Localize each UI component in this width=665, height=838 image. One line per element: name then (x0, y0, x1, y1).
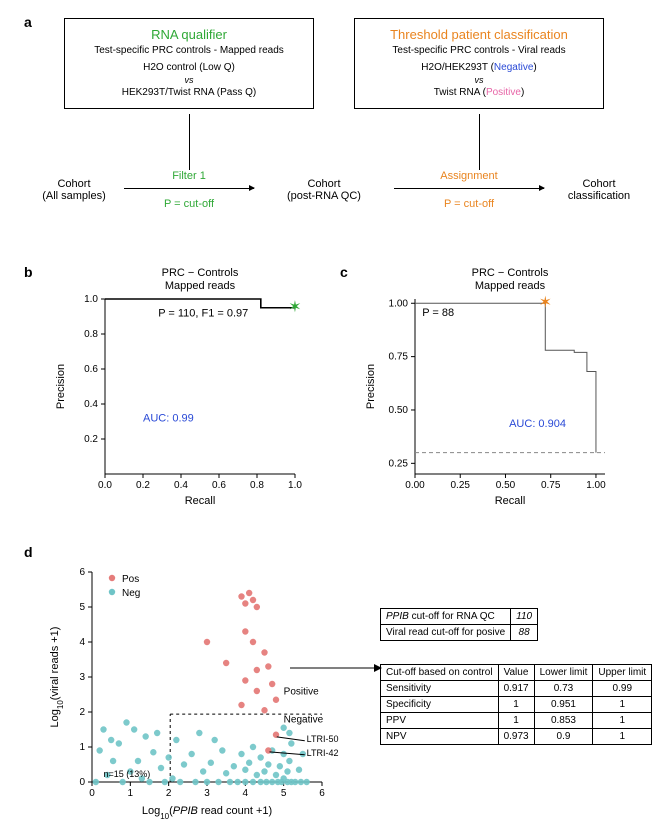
scatter-chart: 0 1 2 3 4 5 6 0 1 2 3 4 5 6 Log10(PPIB read count +1) L… (44, 560, 344, 828)
svg-text:0.0: 0.0 (98, 480, 112, 491)
svg-text:0.6: 0.6 (84, 364, 98, 375)
svg-text:✶: ✶ (539, 294, 552, 311)
flow-node-1: Cohort (All samples) (34, 178, 114, 202)
svg-text:3: 3 (204, 788, 210, 799)
panel-label-c: c (340, 264, 348, 280)
svg-text:Recall: Recall (185, 495, 216, 507)
metrics-table: Cut-off based on controlValueLower limit… (380, 664, 652, 745)
svg-text:0.25: 0.25 (451, 480, 471, 491)
arrow1-bot: P = cut-off (124, 198, 254, 210)
svg-text:0.75: 0.75 (389, 352, 409, 363)
svg-text:1.00: 1.00 (586, 480, 606, 491)
svg-text:Recall: Recall (495, 495, 526, 507)
svg-text:PRC − Controls: PRC − Controls (472, 267, 549, 279)
svg-text:1: 1 (128, 788, 134, 799)
box1-line2: HEK293T/Twist RNA (Pass Q) (75, 87, 303, 98)
box-rna-qualifier: RNA qualifier Test-specific PRC controls… (64, 18, 314, 109)
svg-text:LTRI-50: LTRI-50 (307, 734, 339, 744)
svg-text:1.0: 1.0 (84, 294, 98, 305)
cutoff-table: PPIB cut-off for RNA QC110Viral read cut… (380, 608, 538, 641)
connector-left (189, 114, 190, 170)
negative-word: Negative (494, 62, 533, 73)
svg-text:Positive: Positive (284, 687, 319, 698)
svg-text:2: 2 (166, 788, 172, 799)
svg-text:Negative: Negative (284, 715, 324, 726)
svg-text:Mapped reads: Mapped reads (165, 280, 236, 292)
svg-text:5: 5 (79, 602, 85, 613)
svg-text:Precision: Precision (365, 364, 377, 409)
svg-text:PRC − Controls: PRC − Controls (162, 267, 239, 279)
svg-text:0.2: 0.2 (84, 434, 98, 445)
svg-text:0.8: 0.8 (84, 329, 98, 340)
panel-label-b: b (24, 264, 33, 280)
arrow2-bot: P = cut-off (394, 198, 544, 210)
box2-line2: Twist RNA (Positive) (365, 87, 593, 98)
connector-arrow-icon (290, 660, 385, 680)
svg-text:3: 3 (79, 672, 85, 683)
svg-text:P = 88: P = 88 (422, 307, 454, 319)
svg-text:1: 1 (79, 742, 85, 753)
prc-chart-b: PRC − ControlsMapped reads 0.0 0.2 0.4 0.6 0.… (50, 264, 320, 524)
svg-text:P = 110, F1 = 0.97: P = 110, F1 = 0.97 (158, 308, 248, 320)
flow-row: Cohort (All samples) Filter 1 P = cut-of… (44, 178, 624, 228)
svg-text:0.8: 0.8 (250, 480, 264, 491)
svg-text:2: 2 (79, 707, 85, 718)
box2-vs: vs (365, 75, 593, 85)
box1-title: RNA qualifier (75, 27, 303, 42)
svg-text:0.6: 0.6 (212, 480, 226, 491)
svg-text:Log10(PPIB read count +1): Log10(PPIB read count +1) (142, 805, 272, 821)
arrow2-top: Assignment (394, 170, 544, 182)
box2-title: Threshold patient classification (365, 27, 593, 42)
svg-text:AUC: 0.904: AUC: 0.904 (509, 418, 566, 430)
flow-arrow-2 (394, 188, 544, 189)
panel-label-d: d (24, 544, 33, 560)
box1-subtitle: Test-specific PRC controls - Mapped read… (75, 45, 303, 56)
svg-text:0.50: 0.50 (389, 405, 409, 416)
svg-text:✶: ✶ (288, 299, 301, 316)
svg-text:AUC: 0.99: AUC: 0.99 (143, 413, 194, 425)
svg-text:6: 6 (79, 567, 85, 578)
svg-text:Mapped reads: Mapped reads (475, 280, 546, 292)
svg-text:1.0: 1.0 (288, 480, 302, 491)
svg-text:0.00: 0.00 (405, 480, 425, 491)
svg-text:Log10(viral reads +1): Log10(viral reads +1) (49, 627, 65, 728)
box1-line1: H2O control (Low Q) (75, 62, 303, 73)
connector-right (479, 114, 480, 170)
arrow1-top: Filter 1 (124, 170, 254, 182)
positive-word: Positive (486, 87, 521, 98)
svg-text:0.25: 0.25 (389, 458, 409, 469)
svg-text:0: 0 (79, 777, 85, 788)
box2-line1: H2O/HEK293T (Negative) (365, 62, 593, 73)
svg-text:Neg: Neg (122, 588, 140, 599)
flow-node-3: Cohort classification (554, 178, 644, 202)
panel-b: PRC − ControlsMapped reads 0.0 0.2 0.4 0.6 0.… (50, 264, 320, 527)
svg-text:6: 6 (319, 788, 325, 799)
box2-subtitle: Test-specific PRC controls - Viral reads (365, 45, 593, 56)
svg-text:0.2: 0.2 (136, 480, 150, 491)
prc-chart-c: PRC − ControlsMapped reads 0.00 0.25 0.50 0.… (360, 264, 630, 524)
svg-text:4: 4 (243, 788, 249, 799)
svg-text:4: 4 (79, 637, 85, 648)
box1-vs: vs (75, 75, 303, 85)
svg-text:n=15 (13%): n=15 (13%) (104, 769, 151, 779)
svg-text:0.4: 0.4 (84, 399, 98, 410)
svg-text:5: 5 (281, 788, 287, 799)
panel-c: PRC − ControlsMapped reads 0.00 0.25 0.50 0.… (360, 264, 630, 527)
svg-text:0.50: 0.50 (496, 480, 516, 491)
flow-arrow-1 (124, 188, 254, 189)
box-threshold: Threshold patient classification Test-sp… (354, 18, 604, 109)
svg-text:1.00: 1.00 (389, 298, 409, 309)
svg-text:0.4: 0.4 (174, 480, 188, 491)
panel-label-a: a (24, 14, 32, 30)
svg-text:0: 0 (89, 788, 95, 799)
flow-node-2: Cohort (post-RNA QC) (269, 178, 379, 202)
svg-text:LTRI-42: LTRI-42 (307, 748, 339, 758)
svg-text:Pos: Pos (122, 574, 139, 585)
panel-d: 0 1 2 3 4 5 6 0 1 2 3 4 5 6 Log10(PPIB read count +1) L… (44, 560, 344, 831)
svg-text:Precision: Precision (55, 364, 67, 409)
svg-text:0.75: 0.75 (541, 480, 561, 491)
